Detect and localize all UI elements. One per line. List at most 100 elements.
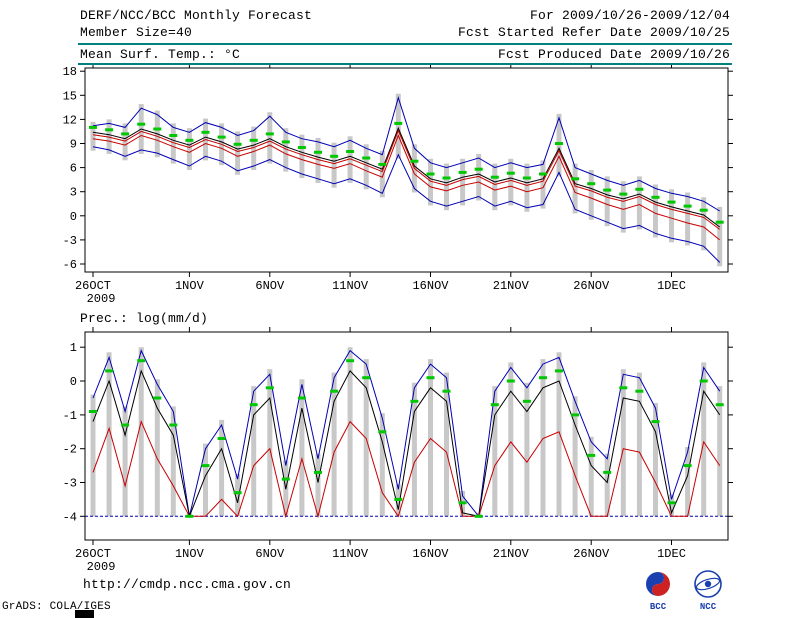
bcc-logo-label: BCC (650, 602, 667, 612)
spread-bar (460, 158, 466, 206)
spread-bar (251, 386, 257, 517)
x-tick-label: 1NOV (175, 279, 205, 293)
spread-bar (717, 386, 723, 517)
spread-bar (428, 158, 433, 206)
spread-bar (685, 447, 691, 517)
spread-bar (379, 150, 385, 198)
spread-bar (122, 406, 128, 517)
spread-bar (331, 142, 337, 188)
member-size-label: Member Size=40 (80, 25, 193, 40)
spread-bar (363, 359, 369, 517)
spread-bar (604, 176, 610, 227)
spread-bar (122, 123, 128, 161)
x-tick-label: 1DEC (657, 279, 686, 293)
series-ensemble-min (92, 420, 721, 519)
spread-bar (444, 372, 449, 517)
series-ensemble-mean-lower (92, 134, 721, 241)
x-tick-label: 26OCT (75, 547, 111, 561)
spread-bar (492, 386, 498, 517)
spread-bar (540, 160, 546, 209)
spread-bar (138, 347, 144, 517)
spread-bar (508, 362, 514, 517)
spread-bar (685, 192, 691, 246)
spread-bar (653, 403, 658, 517)
x-tick-label: 26OCT (75, 279, 111, 293)
x-tick-label: 1NOV (175, 547, 205, 561)
spread-bar (347, 347, 353, 517)
series-control-run (92, 126, 721, 228)
spread-bar (267, 369, 273, 517)
y-tick-label: -6 (63, 258, 77, 272)
temp-panel-title: Mean Surf. Temp.: °C (80, 47, 241, 62)
series-ensemble-mean-upper (92, 129, 721, 230)
plot-frame (84, 67, 729, 273)
footer-logos: BCC NCC (646, 570, 722, 612)
ncc-logo-label: NCC (700, 602, 717, 612)
chart-panel-1: 1 0 -1 -2 -3 -4 26OCT 1NOV 6NOV 11NOV 16NOV 21NOV 26… (63, 327, 733, 574)
spread-bar (203, 443, 208, 517)
x-tick-label: 16NOV (412, 547, 449, 561)
spread-bar (315, 137, 321, 183)
spread-bar (717, 206, 723, 267)
y-tick-label: 12 (63, 113, 77, 127)
spread-bar (588, 170, 594, 220)
spread-bar (669, 189, 674, 243)
spread-bar (251, 126, 257, 170)
x-tick-label: 26NOV (573, 547, 610, 561)
bcc-logo-blue-swirl (646, 572, 664, 596)
y-tick-label: 0 (70, 210, 77, 224)
spread-bar (620, 181, 626, 233)
header-divider-top (78, 43, 732, 45)
spread-bar (267, 112, 273, 164)
spread-bar (556, 113, 562, 177)
x-tick-label: 1DEC (657, 547, 686, 561)
x-tick-label: 6NOV (255, 547, 285, 561)
chart-panel-0: 18 15 12 9 6 3 0 -3 -6 26OCT 1NOV 6NOV 11NOV 16NOV 21N… (63, 63, 733, 306)
y-tick-label: 1 (70, 341, 77, 355)
spread-bar (524, 163, 530, 212)
series-control-run (92, 369, 721, 519)
y-tick-label: 18 (63, 65, 77, 79)
spread-bar (476, 153, 482, 201)
series-ensemble-max (92, 95, 720, 212)
spread-bar (154, 379, 160, 517)
forecast-title: DERF/NCC/BCC Monthly Forecast (80, 8, 313, 23)
spread-bar (620, 369, 626, 517)
fcst-produced-date-label: Fcst Produced Date 2009/10/26 (497, 47, 730, 62)
spread-bar (235, 131, 241, 175)
spread-bar (299, 134, 305, 179)
spread-bar (653, 184, 658, 238)
screen-artifact (75, 610, 94, 618)
plot-frame (84, 331, 729, 541)
precip-panel-title: Prec.: log(mm/d) (80, 311, 209, 326)
spread-bar (636, 372, 642, 517)
spread-bar (90, 394, 96, 517)
grads-credit: GrADS: COLA/IGES (2, 601, 111, 613)
spread-bar (331, 372, 337, 517)
spread-bar (315, 453, 321, 517)
spread-bar (90, 121, 96, 151)
bcc-logo-red-swirl (652, 572, 670, 596)
x-tick-label: 6NOV (255, 279, 285, 293)
y-tick-label: 15 (63, 89, 77, 103)
x-tick-label: 16NOV (412, 279, 449, 293)
spread-bar (347, 136, 353, 183)
spread-bar (363, 144, 369, 190)
spread-bar (588, 436, 594, 517)
spread-bar (572, 163, 578, 214)
spread-bar (106, 352, 112, 517)
y-tick-label: 9 (70, 138, 77, 152)
ncc-logo-core (704, 580, 712, 588)
spread-bar (508, 158, 514, 206)
spread-bar (170, 406, 176, 517)
y-tick-label: -4 (63, 510, 77, 524)
spread-bar (379, 413, 385, 517)
x-tick-label: 21NOV (493, 279, 530, 293)
series-ensemble-max (92, 349, 721, 518)
spread-bar (604, 453, 610, 517)
header-divider-bottom (78, 63, 732, 65)
spread-bar (524, 382, 530, 517)
y-tick-label: 0 (70, 375, 77, 389)
y-tick-label: -2 (63, 443, 77, 457)
